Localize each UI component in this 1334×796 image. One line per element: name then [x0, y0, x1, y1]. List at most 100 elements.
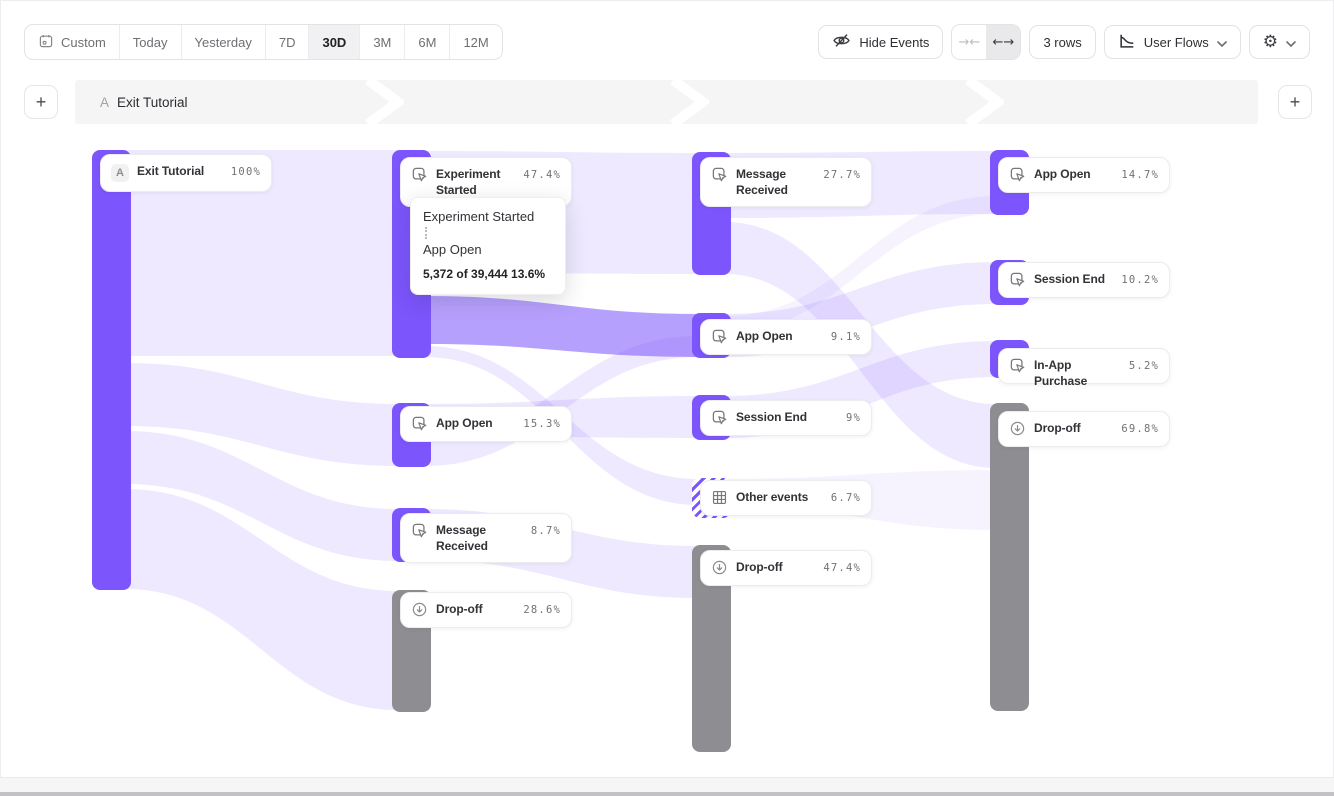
node-percent: 69.8%	[1121, 423, 1159, 435]
flow-node-drop-off-3[interactable]: Drop-off 69.8%	[998, 411, 1170, 447]
gear-icon: ⚙	[1262, 31, 1278, 52]
event-cursor-icon	[411, 415, 428, 437]
flow-node-app-open-1[interactable]: App Open 15.3%	[400, 406, 572, 442]
page-bottom-edge	[0, 792, 1334, 796]
step-event-label: Exit Tutorial	[117, 94, 188, 110]
node-percent: 10.2%	[1121, 274, 1159, 286]
node-label: App Open	[736, 329, 793, 343]
node-label: App Open	[436, 416, 493, 430]
node-percent: 9%	[845, 412, 861, 424]
date-range-yesterday[interactable]: Yesterday	[180, 25, 265, 59]
node-label: Exit Tutorial	[137, 164, 205, 178]
flow-node-message-received-2[interactable]: Message Received 27.7%	[700, 157, 872, 207]
event-cursor-icon	[411, 522, 428, 544]
eye-off-icon	[832, 31, 851, 53]
flows-chart-icon	[1118, 32, 1136, 53]
event-cursor-icon	[711, 328, 728, 350]
flow-node-message-received-1[interactable]: Message Received 8.7%	[400, 513, 572, 563]
flow-link-experiment-started-to-app-open[interactable]	[425, 296, 698, 357]
date-range-6m[interactable]: 6M	[404, 25, 449, 59]
node-percent: 6.7%	[830, 492, 861, 504]
flow-node-session-end-2[interactable]: Session End 9%	[700, 400, 872, 436]
add-step-left-button[interactable]: +	[24, 85, 58, 119]
flow-node-exit-tutorial[interactable]: A Exit Tutorial 100%	[100, 154, 272, 192]
flow-node-drop-off-2[interactable]: Drop-off 47.4%	[700, 550, 872, 586]
expand-columns-button[interactable]: ←→	[986, 25, 1021, 59]
step-chevron-icon	[665, 75, 712, 129]
node-percent: 47.4%	[523, 169, 561, 181]
step-chevron-icon	[360, 75, 407, 129]
chevron-down-icon	[1286, 35, 1296, 50]
date-range-7d[interactable]: 7D	[264, 25, 309, 59]
date-range-12m[interactable]: 12M	[449, 25, 501, 59]
event-cursor-icon	[1009, 166, 1026, 188]
event-cursor-icon	[411, 166, 428, 188]
date-range-group: Custom Today Yesterday 7D 30D 3M 6M 12M	[24, 24, 503, 60]
node-label: Drop-off	[736, 560, 783, 574]
event-cursor-icon	[1009, 357, 1026, 379]
flow-link-exit-tutorial-to-drop-off[interactable]	[125, 489, 398, 710]
node-percent: 100%	[230, 166, 261, 178]
date-range-label: 6M	[418, 34, 437, 50]
flow-node-other-events-2[interactable]: Other events 6.7%	[700, 480, 872, 516]
date-range-3m[interactable]: 3M	[359, 25, 404, 59]
date-range-label: 30D	[322, 34, 347, 50]
grid-icon	[711, 489, 728, 511]
tooltip-target-event: App Open	[423, 242, 482, 257]
step-letter-badge: A	[100, 94, 110, 110]
node-percent: 28.6%	[523, 604, 561, 616]
node-label: Drop-off	[1034, 421, 1081, 435]
step-chevron-icon	[960, 75, 1007, 129]
node-label: Session End	[736, 410, 807, 424]
node-label: Message Received	[736, 167, 788, 197]
flow-link-exit-tutorial-to-message-received[interactable]	[125, 431, 398, 561]
rows-label: 3 rows	[1043, 34, 1082, 50]
node-percent: 15.3%	[523, 418, 561, 430]
hide-events-label: Hide Events	[859, 34, 930, 50]
flow-node-app-open-3[interactable]: App Open 14.7%	[998, 157, 1170, 193]
collapse-columns-button[interactable]: →←	[952, 25, 987, 59]
node-percent: 14.7%	[1121, 169, 1159, 181]
drop-off-icon	[411, 601, 428, 623]
flow-node-app-open-2[interactable]: App Open 9.1%	[700, 319, 872, 355]
horizontal-scrollbar-track[interactable]	[0, 777, 1334, 792]
calendar-icon	[38, 33, 54, 52]
event-cursor-icon	[1009, 271, 1026, 293]
flow-bar-drop-off-3[interactable]	[990, 403, 1029, 711]
node-label: Other events	[736, 490, 809, 504]
date-range-label: Yesterday	[194, 34, 252, 50]
rows-button[interactable]: 3 rows	[1029, 25, 1096, 59]
collapse-expand-toggle: →← ←→	[951, 24, 1022, 60]
step-a[interactable]: A Exit Tutorial	[100, 95, 188, 110]
steps-breadcrumb-bar[interactable]: A Exit Tutorial	[75, 75, 1258, 129]
flow-node-session-end-3[interactable]: Session End 10.2%	[998, 262, 1170, 298]
tooltip-connector-icon	[425, 227, 427, 239]
node-label: Drop-off	[436, 602, 483, 616]
flow-link-app-open-to-app-open[interactable]	[725, 196, 996, 332]
date-range-today[interactable]: Today	[118, 25, 181, 59]
date-range-custom[interactable]: Custom	[25, 25, 119, 59]
event-cursor-icon	[711, 409, 728, 431]
date-range-30d[interactable]: 30D	[308, 25, 360, 59]
node-percent: 47.4%	[823, 562, 861, 574]
flow-bar-exit-tutorial[interactable]	[92, 150, 131, 590]
node-label: Message Received	[436, 523, 488, 553]
chevron-down-icon	[1216, 35, 1227, 50]
add-step-right-button[interactable]: +	[1278, 85, 1312, 119]
view-type-dropdown[interactable]: User Flows	[1103, 25, 1241, 59]
event-cursor-icon	[711, 166, 728, 188]
drop-off-icon	[1009, 420, 1026, 442]
hide-events-button[interactable]: Hide Events	[818, 25, 944, 59]
flow-link-exit-tutorial-to-app-open[interactable]	[125, 363, 398, 466]
date-range-label: 7D	[278, 34, 296, 50]
plus-icon: +	[35, 91, 47, 112]
node-percent: 5.2%	[1128, 360, 1159, 372]
flow-node-drop-off-1[interactable]: Drop-off 28.6%	[400, 592, 572, 628]
settings-dropdown[interactable]: ⚙	[1248, 25, 1310, 59]
flow-link-exit-tutorial-to-experiment-started[interactable]	[125, 150, 398, 356]
date-range-label: Custom	[61, 34, 106, 50]
node-label: In-App Purchase	[1034, 358, 1088, 388]
flow-node-in-app-purchase-3[interactable]: In-App Purchase 5.2%	[998, 348, 1170, 388]
